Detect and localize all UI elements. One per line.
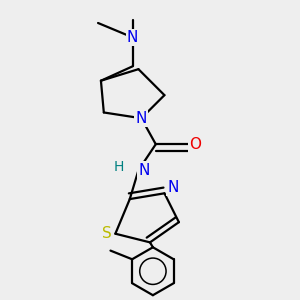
Text: N: N [127, 30, 138, 45]
Text: N: N [136, 111, 147, 126]
Text: O: O [189, 137, 201, 152]
Text: H: H [114, 160, 124, 174]
Text: N: N [139, 163, 150, 178]
Text: S: S [102, 226, 112, 241]
Text: N: N [167, 180, 179, 195]
